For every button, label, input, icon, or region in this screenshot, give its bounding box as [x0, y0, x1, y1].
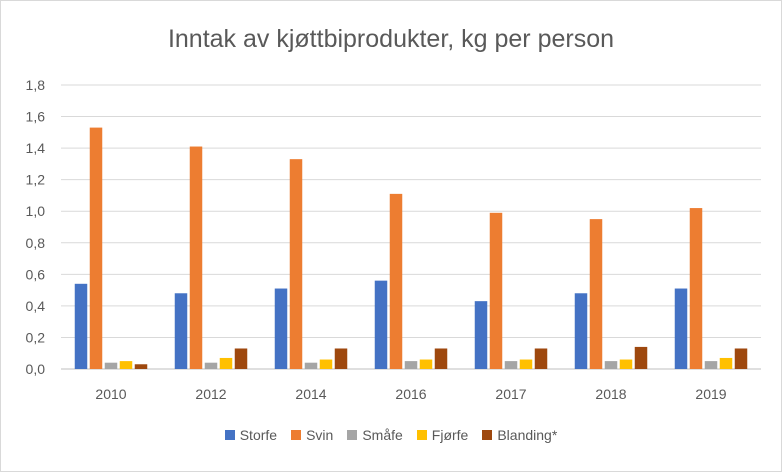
y-tick-label: 0,4	[26, 298, 46, 314]
bar-smfe-2019	[704, 361, 718, 369]
bar-blanding-2016	[434, 348, 448, 369]
chart-title: Inntak av kjøttbiprodukter, kg per perso…	[167, 25, 615, 53]
legend-swatch	[224, 430, 235, 440]
legend-item: Småfe	[347, 427, 403, 443]
y-tick-label: 0,2	[26, 329, 46, 345]
y-tick-label: 0,8	[26, 235, 46, 251]
bar-storfe-2012	[174, 293, 188, 369]
bar-fjrfe-2010	[119, 361, 133, 369]
bar-storfe-2019	[674, 288, 688, 369]
legend-item: Blanding*	[482, 427, 557, 443]
bar-blanding-2012	[234, 348, 248, 369]
legend-label: Småfe	[362, 427, 403, 443]
x-tick-label: 2017	[495, 386, 526, 402]
axes: 0,0 0,2 0,4 0,6 0,8 1,0 1,2 1,4 1,6 1,8 2010 2012 20…	[26, 77, 727, 402]
bar-smfe-2014	[304, 362, 318, 369]
y-tick-label: 1,6	[26, 109, 46, 125]
bar-blanding-2010	[134, 364, 148, 369]
bar-fjrfe-2018	[619, 359, 633, 369]
legend-item: Fjørfe	[416, 427, 469, 443]
x-tick-label: 2016	[395, 386, 426, 402]
legend-label: Blanding*	[497, 427, 558, 443]
bar-blanding-2017	[534, 348, 548, 369]
legend-label: Svin	[306, 427, 334, 443]
bar-smfe-2018	[604, 361, 618, 369]
legend-label: Storfe	[239, 427, 278, 443]
bar-blanding-2019	[734, 348, 748, 369]
y-tick-label: 1,8	[26, 77, 46, 93]
bar-smfe-2012	[204, 362, 218, 369]
y-tick-label: 0,0	[26, 361, 46, 377]
bar-smfe-2017	[504, 361, 518, 369]
x-tick-label: 2019	[695, 386, 726, 402]
bar-smfe-2010	[104, 362, 118, 369]
bar-svin-2016	[389, 193, 403, 369]
bars	[74, 127, 748, 369]
bar-fjrfe-2019	[719, 357, 733, 369]
x-tick-label: 2014	[295, 386, 326, 402]
legend-swatch	[347, 430, 358, 440]
legend-swatch	[482, 430, 493, 440]
bar-storfe-2014	[274, 288, 288, 369]
bar-fjrfe-2012	[219, 357, 233, 369]
legend-item: Storfe	[224, 427, 278, 443]
bar-fjrfe-2016	[419, 359, 433, 369]
gridlines	[61, 84, 761, 370]
legend-label: Fjørfe	[431, 427, 469, 443]
bar-storfe-2018	[574, 293, 588, 369]
bar-svin-2018	[589, 219, 603, 369]
bar-blanding-2014	[334, 348, 348, 369]
x-tick-label: 2010	[95, 386, 126, 402]
bar-storfe-2016	[374, 280, 388, 369]
bar-storfe-2017	[474, 301, 488, 369]
bar-svin-2019	[689, 208, 703, 369]
y-tick-label: 0,6	[26, 266, 46, 282]
bar-svin-2017	[489, 212, 503, 369]
legend-item: Svin	[291, 427, 333, 443]
bar-blanding-2018	[634, 346, 648, 369]
bar-svin-2014	[289, 159, 303, 369]
legend-swatch	[291, 430, 302, 440]
bar-fjrfe-2017	[519, 359, 533, 369]
y-tick-label: 1,2	[26, 172, 46, 188]
bar-svin-2012	[189, 146, 203, 369]
legend-swatch	[416, 430, 427, 440]
legend: Storfe Svin Småfe Fjørfe Blanding*	[1, 427, 781, 443]
y-tick-label: 1,4	[26, 140, 46, 156]
bar-smfe-2016	[404, 361, 418, 369]
bar-fjrfe-2014	[319, 359, 333, 369]
y-tick-label: 1,0	[26, 203, 46, 219]
bar-svin-2010	[89, 127, 103, 369]
bar-storfe-2010	[74, 283, 88, 369]
x-tick-label: 2012	[195, 386, 226, 402]
x-tick-label: 2018	[595, 386, 626, 402]
